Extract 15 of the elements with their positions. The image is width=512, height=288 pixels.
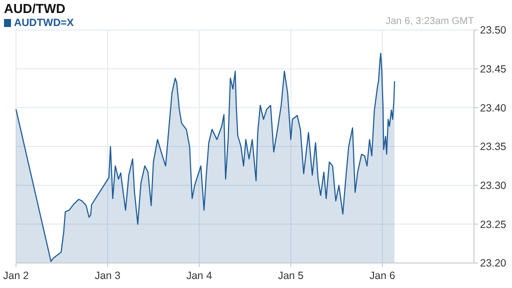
y-tick-label: 23.30 bbox=[480, 180, 506, 192]
x-tick-label: Jan 6 bbox=[370, 270, 396, 282]
x-tick-label: Jan 2 bbox=[3, 270, 30, 282]
x-tick-label: Jan 4 bbox=[186, 270, 212, 282]
y-tick-label: 23.40 bbox=[480, 102, 506, 114]
y-tick-label: 23.20 bbox=[480, 258, 506, 270]
y-tick-label: 23.25 bbox=[480, 218, 506, 231]
chart-title: AUD/TWD bbox=[4, 1, 66, 16]
y-tick-label: 23.35 bbox=[480, 141, 506, 154]
x-tick-label: Jan 3 bbox=[94, 270, 121, 282]
x-tick-label: Jan 5 bbox=[278, 270, 304, 282]
y-tick-label: 23.45 bbox=[480, 64, 506, 76]
legend-label: AUDTWD=X bbox=[14, 17, 74, 29]
y-tick-label: 23.50 bbox=[480, 24, 506, 37]
text: Jan 6, 3:23am GMT bbox=[386, 16, 474, 27]
